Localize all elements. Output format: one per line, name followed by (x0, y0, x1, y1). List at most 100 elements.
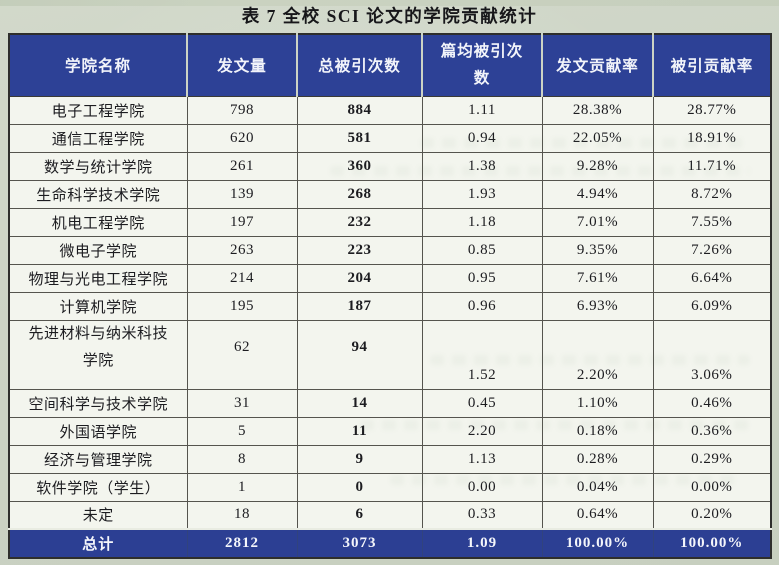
avg-citations-cell: 0.85 (421, 235, 543, 265)
avg-citations-cell: 1.13 (421, 444, 543, 474)
publication-rate-cell: 9.35% (541, 235, 654, 265)
avg-citations-cell: 1.38 (421, 151, 543, 181)
total-citations-cell: 268 (296, 179, 423, 209)
citation-rate-cell: 0.29% (652, 444, 772, 474)
citation-rate-cell: 0.46% (652, 388, 772, 418)
college-name-cell: 经济与管理学院 (8, 444, 188, 474)
total-citations-cell: 884 (296, 95, 423, 125)
publication-count-cell: 263 (186, 235, 298, 265)
citation-rate-cell: 7.55% (652, 207, 772, 237)
publication-count-cell: 214 (186, 263, 298, 293)
college-name-cell: 外国语学院 (8, 416, 188, 446)
publication-rate-cell: 7.01% (541, 207, 654, 237)
table-row: 通信工程学院 620 581 0.94 22.05% 18.91% (8, 123, 772, 153)
table-footer: 总计 2812 3073 1.09 100.00% 100.00% (8, 528, 772, 559)
avg-citations-cell: 1.52 (421, 319, 543, 390)
total-citations-cell: 223 (296, 235, 423, 265)
total-publications: 2812 (186, 528, 298, 559)
college-name-cell: 软件学院（学生） (8, 472, 188, 502)
publication-count-cell: 8 (186, 444, 298, 474)
header-citation-rate: 被引贡献率 (652, 33, 771, 97)
college-name-cell: 未定 (8, 500, 188, 530)
college-name-cell: 生命科学技术学院 (8, 179, 188, 209)
publication-count-cell: 5 (186, 416, 298, 446)
college-name-cell: 电子工程学院 (8, 95, 188, 125)
total-citations-cell: 581 (296, 123, 423, 153)
header-publication-count: 发文量 (186, 33, 298, 97)
total-label: 总计 (8, 528, 188, 559)
table-row: 机电工程学院 197 232 1.18 7.01% 7.55% (8, 207, 772, 237)
header-avg-citations: 篇均被引次数 (421, 33, 543, 97)
college-name-cell: 先进材料与纳米科技学院 (8, 319, 188, 390)
total-citations-cell: 11 (296, 416, 423, 446)
avg-citations-cell: 0.45 (421, 388, 543, 418)
table-row: 数学与统计学院 261 360 1.38 9.28% 11.71% (8, 151, 772, 181)
publication-rate-cell: 4.94% (541, 179, 654, 209)
table-row: 计算机学院 195 187 0.96 6.93% 6.09% (8, 291, 772, 321)
citation-rate-cell: 0.20% (652, 500, 772, 530)
sci-contribution-table: 学院名称 发文量 总被引次数 篇均被引次数 发文贡献率 被引贡献率 电子工程学院… (8, 33, 772, 559)
table-header: 学院名称 发文量 总被引次数 篇均被引次数 发文贡献率 被引贡献率 (9, 33, 771, 97)
citation-rate-cell: 0.36% (652, 416, 772, 446)
college-name-cell: 微电子学院 (8, 235, 188, 265)
avg-citations-cell: 2.20 (421, 416, 543, 446)
citation-rate-cell: 11.71% (652, 151, 772, 181)
avg-citations-cell: 0.33 (421, 500, 543, 530)
table-row: 经济与管理学院 8 9 1.13 0.28% 0.29% (8, 444, 772, 474)
publication-rate-cell: 9.28% (541, 151, 654, 181)
publication-rate-cell: 1.10% (541, 388, 654, 418)
table-row: 外国语学院 5 11 2.20 0.18% 0.36% (8, 416, 772, 446)
table-row: 生命科学技术学院 139 268 1.93 4.94% 8.72% (8, 179, 772, 209)
table-row: 未定 18 6 0.33 0.64% 0.20% (8, 500, 772, 530)
publication-count-cell: 18 (186, 500, 298, 530)
citation-rate-cell: 3.06% (652, 319, 772, 390)
avg-citations-cell: 0.95 (421, 263, 543, 293)
header-row: 学院名称 发文量 总被引次数 篇均被引次数 发文贡献率 被引贡献率 (9, 33, 771, 97)
total-citations-cell: 9 (296, 444, 423, 474)
avg-citations-cell: 0.94 (421, 123, 543, 153)
avg-citations-cell: 1.18 (421, 207, 543, 237)
publication-rate-cell: 0.28% (541, 444, 654, 474)
publication-rate-cell: 6.93% (541, 291, 654, 321)
publication-count-cell: 261 (186, 151, 298, 181)
publication-count-cell: 620 (186, 123, 298, 153)
total-citations-cell: 6 (296, 500, 423, 530)
table-row: 物理与光电工程学院 214 204 0.95 7.61% 6.64% (8, 263, 772, 293)
total-citations-cell: 187 (296, 291, 423, 321)
total-row: 总计 2812 3073 1.09 100.00% 100.00% (8, 528, 772, 559)
college-name-cell: 计算机学院 (8, 291, 188, 321)
publication-count-cell: 195 (186, 291, 298, 321)
header-publication-rate: 发文贡献率 (541, 33, 654, 97)
total-avg-citations: 1.09 (421, 528, 543, 559)
college-name-cell: 空间科学与技术学院 (8, 388, 188, 418)
publication-count-cell: 62 (186, 319, 298, 390)
citation-rate-cell: 0.00% (652, 472, 772, 502)
citation-rate-cell: 6.64% (652, 263, 772, 293)
college-name-cell: 数学与统计学院 (8, 151, 188, 181)
table-row: 微电子学院 263 223 0.85 9.35% 7.26% (8, 235, 772, 265)
citation-rate-cell: 18.91% (652, 123, 772, 153)
publication-rate-cell: 0.64% (541, 500, 654, 530)
college-name-cell: 机电工程学院 (8, 207, 188, 237)
publication-count-cell: 798 (186, 95, 298, 125)
table-caption: 表 7 全校 SCI 论文的学院贡献统计 (241, 6, 538, 26)
citation-rate-cell: 7.26% (652, 235, 772, 265)
publication-rate-cell: 0.18% (541, 416, 654, 446)
table-row: 空间科学与技术学院 31 14 0.45 1.10% 0.46% (8, 388, 772, 418)
college-name-cell: 物理与光电工程学院 (8, 263, 188, 293)
total-citations-cell: 232 (296, 207, 423, 237)
citation-rate-cell: 6.09% (652, 291, 772, 321)
publication-count-cell: 1 (186, 472, 298, 502)
publication-count-cell: 139 (186, 179, 298, 209)
avg-citations-cell: 1.11 (421, 95, 543, 125)
total-citations-cell: 360 (296, 151, 423, 181)
citation-rate-cell: 28.77% (652, 95, 772, 125)
publication-rate-cell: 22.05% (541, 123, 654, 153)
citation-rate-cell: 8.72% (652, 179, 772, 209)
header-college-name: 学院名称 (9, 33, 188, 97)
total-citations-cell: 94 (296, 319, 423, 390)
table-row: 软件学院（学生） 1 0 0.00 0.04% 0.00% (8, 472, 772, 502)
total-citations-cell: 204 (296, 263, 423, 293)
table-body: 电子工程学院 798 884 1.11 28.38% 28.77% 通信工程学院… (8, 95, 772, 530)
publication-count-cell: 31 (186, 388, 298, 418)
